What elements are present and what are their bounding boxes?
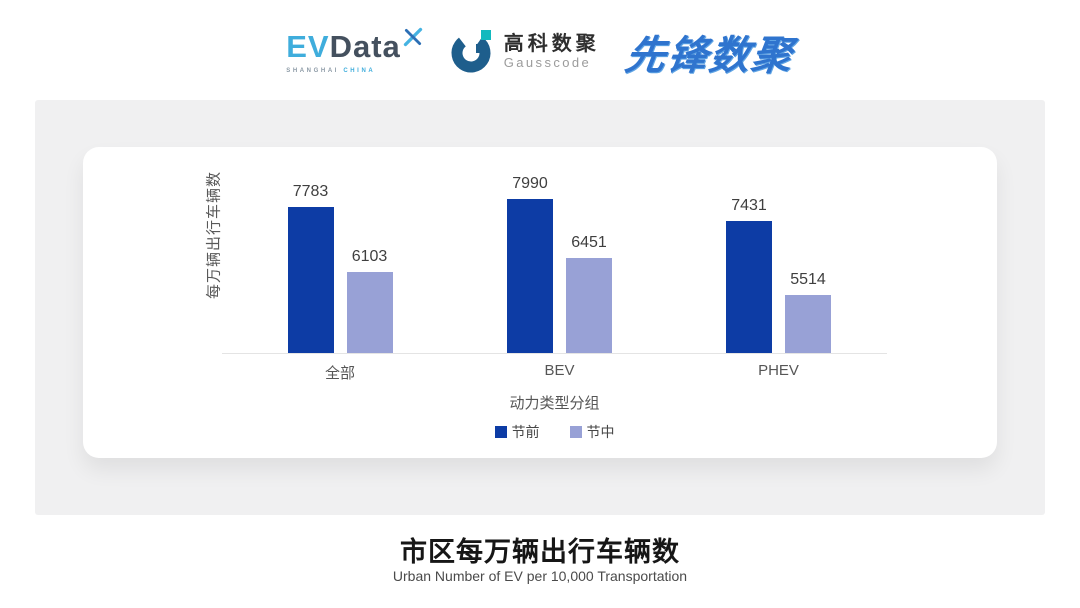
bar-wrap: 6451 — [566, 234, 612, 353]
bar-wrap: 7783 — [287, 183, 334, 353]
bar-节中-PHEV[interactable] — [785, 295, 831, 353]
page-subtitle: Urban Number of EV per 10,000 Transporta… — [392, 568, 688, 584]
bar-value-label: 6451 — [571, 234, 607, 251]
bar-wrap: 7431 — [726, 197, 772, 353]
evdata-china-text: CHINA — [343, 67, 376, 74]
gausscode-g-icon — [451, 30, 491, 73]
legend-swatch-icon — [569, 426, 582, 438]
page-title: 市区每万辆出行车辆数 — [400, 537, 680, 567]
gausscode-en-text: Gausscode — [503, 55, 592, 71]
bar-group-全部: 7783 6103 全部 — [287, 183, 393, 382]
y-axis-title: 每万辆出行车辆数 — [205, 170, 223, 300]
legend-label: 节前 — [511, 424, 540, 440]
legend-swatch-icon — [494, 426, 507, 438]
category-label-全部: 全部 — [324, 365, 355, 382]
bar-节中-BEV[interactable] — [566, 258, 612, 353]
category-label-BEV: BEV — [544, 362, 575, 379]
gausscode-text: 高科数聚 Gausscode — [504, 33, 600, 71]
bar-节前-PHEV[interactable] — [726, 221, 772, 353]
bar-value-label: 5514 — [790, 271, 826, 288]
bar-wrap: 7990 — [507, 175, 553, 353]
chart-card: 每万辆出行车辆数 7783 6103 全部 7990 6451 BEV 7431 5514 PH… — [83, 147, 997, 458]
evdata-ev-text: EV — [286, 28, 330, 64]
evdata-star-icon — [403, 27, 422, 46]
bar-节前-全部[interactable] — [287, 207, 334, 353]
category-label-PHEV: PHEV — [758, 362, 799, 379]
legend-label: 节中 — [586, 424, 615, 440]
evdata-subtext: SHANGHAI CHINA — [286, 68, 423, 74]
evdata-data-text: Data — [329, 28, 401, 64]
bar-group-PHEV: 7431 5514 PHEV — [726, 197, 831, 379]
bar-value-label: 7783 — [292, 183, 329, 200]
bar-节中-全部[interactable] — [346, 272, 393, 353]
legend-item-节前[interactable]: 节前 — [494, 422, 540, 442]
xianfeng-logo: 先锋数聚 — [622, 34, 797, 78]
bar-节前-BEV[interactable] — [507, 199, 553, 353]
gausscode-cn-text: 高科数聚 — [503, 33, 600, 56]
legend-item-节中[interactable]: 节中 — [569, 422, 615, 442]
x-axis-title: 动力类型分组 — [509, 395, 600, 412]
gausscode-logo: 高科数聚 Gausscode — [449, 29, 600, 75]
bar-wrap: 6103 — [346, 248, 393, 353]
bar-value-label: 6103 — [351, 248, 388, 265]
x-axis-line — [222, 353, 887, 354]
bar-value-label: 7431 — [731, 197, 767, 214]
evdata-shanghai-text: SHANGHAI — [286, 67, 340, 74]
bar-value-label: 7990 — [512, 175, 548, 192]
header-logos: EV Data SHANGHAI CHINA 高科数聚 Gausscode — [0, 16, 1080, 88]
bar-plot-area: 7783 6103 全部 7990 6451 BEV 7431 5514 PHEV — [222, 147, 887, 382]
evdata-logo: EV Data SHANGHAI CHINA — [286, 27, 423, 74]
bar-group-BEV: 7990 6451 BEV — [507, 175, 612, 379]
chart-legend: 节前 节中 — [222, 422, 887, 442]
bar-wrap: 5514 — [785, 271, 831, 353]
evdata-logo-text: EV Data — [286, 27, 423, 64]
